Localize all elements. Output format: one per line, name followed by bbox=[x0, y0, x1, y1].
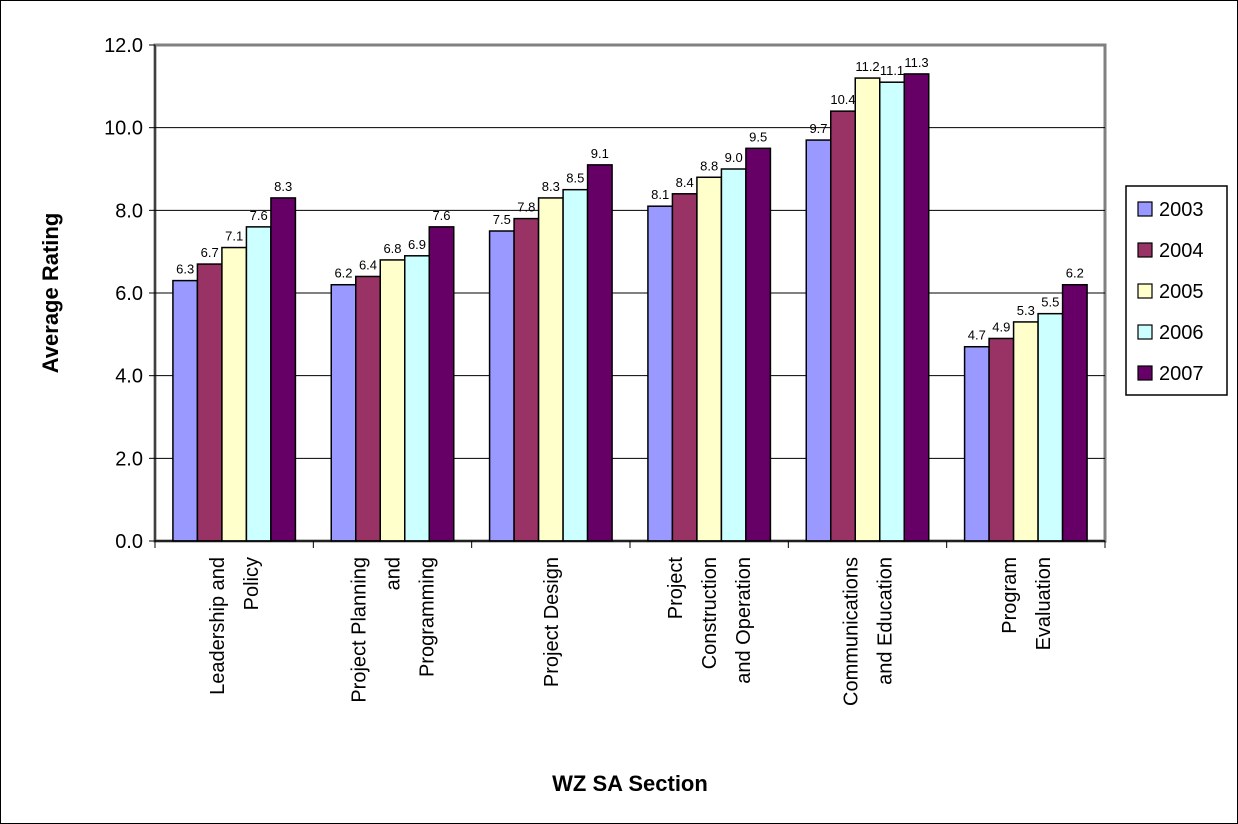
axes: 0.0 2.0 4.0 6.0 8.0 10.0 12.0 Leadership and Pol… bbox=[104, 35, 1106, 706]
bar-2005-2 bbox=[537, 197, 564, 542]
data-label: 8.8 bbox=[700, 158, 718, 173]
data-label: 6.8 bbox=[383, 241, 401, 256]
legend-label: 2004 bbox=[1159, 240, 1204, 262]
bar-2004-3 bbox=[671, 193, 698, 542]
data-label: 8.3 bbox=[542, 179, 560, 194]
data-label: 9.7 bbox=[809, 121, 827, 136]
bar-2006-3 bbox=[720, 168, 747, 542]
legend-swatch-2006 bbox=[1137, 324, 1153, 340]
data-label: 4.7 bbox=[968, 328, 986, 343]
legend-swatch-2004 bbox=[1137, 242, 1153, 258]
category-label: and Operation bbox=[733, 557, 755, 684]
y-tick-label: 12.0 bbox=[104, 35, 143, 57]
data-labels: 6.3 6.2 7.5 8.1 9.7 4.7 6.7 6.4 7.8 8.4 10.4 4.9 7.1… bbox=[176, 55, 1084, 343]
data-label: 6.2 bbox=[1066, 266, 1084, 281]
bar-2003-0 bbox=[172, 279, 199, 542]
data-label: 9.0 bbox=[725, 150, 743, 165]
bar-2006-5 bbox=[1037, 312, 1064, 542]
data-label: 7.6 bbox=[432, 208, 450, 223]
category-label: Project bbox=[665, 557, 687, 620]
category-label: Project Design bbox=[541, 557, 563, 687]
x-axis-title: WZ SA Section bbox=[552, 771, 708, 796]
category-label: Programming bbox=[417, 557, 439, 677]
legend-label: 2005 bbox=[1159, 281, 1204, 303]
legend-label: 2007 bbox=[1159, 363, 1204, 385]
y-tick-label: 10.0 bbox=[104, 118, 143, 140]
bar-2003-3 bbox=[647, 205, 674, 542]
category-label: Project Planning bbox=[349, 557, 371, 703]
bar-2005-0 bbox=[221, 246, 248, 542]
y-axis-title: Average Rating bbox=[38, 213, 63, 374]
y-tick-label: 4.0 bbox=[115, 366, 143, 388]
category-label: and bbox=[383, 557, 405, 590]
data-label: 8.4 bbox=[676, 175, 694, 190]
bar-2006-4 bbox=[879, 81, 905, 542]
category-label: Policy bbox=[241, 557, 263, 610]
category-label: and Education bbox=[875, 557, 897, 685]
data-label: 11.3 bbox=[904, 55, 928, 70]
data-label: 7.5 bbox=[493, 212, 511, 227]
data-label: 6.2 bbox=[334, 266, 352, 281]
bar-2007-0 bbox=[270, 197, 297, 542]
bar-2007-2 bbox=[586, 164, 613, 542]
data-label: 9.1 bbox=[591, 146, 609, 161]
bar-2006-1 bbox=[404, 255, 430, 542]
data-label: 6.7 bbox=[201, 245, 219, 260]
legend-swatch-2005 bbox=[1137, 283, 1153, 299]
legend-swatch-2003 bbox=[1137, 201, 1153, 217]
data-label: 7.8 bbox=[517, 200, 535, 215]
data-label: 5.3 bbox=[1017, 303, 1035, 318]
bar-2004-0 bbox=[196, 263, 223, 542]
data-label: 5.5 bbox=[1041, 295, 1059, 310]
category-label: Evaluation bbox=[1033, 557, 1055, 650]
y-tick-label: 8.0 bbox=[115, 200, 143, 222]
bar-2004-4 bbox=[830, 110, 856, 542]
bar-2003-2 bbox=[488, 230, 515, 542]
data-label: 9.5 bbox=[749, 129, 767, 144]
bar-2007-4 bbox=[903, 73, 930, 542]
bar-2004-5 bbox=[988, 337, 1015, 542]
data-label: 7.1 bbox=[225, 229, 243, 244]
bar-2005-5 bbox=[1012, 321, 1039, 542]
gridlines bbox=[155, 127, 1105, 459]
bar-2003-4 bbox=[805, 139, 832, 542]
category-label: Communications bbox=[841, 557, 863, 706]
bar-2003-5 bbox=[963, 345, 990, 542]
category-label: Leadership and bbox=[207, 557, 229, 695]
bar-2004-2 bbox=[513, 217, 540, 542]
data-label: 7.6 bbox=[250, 208, 268, 223]
legend-label: 2003 bbox=[1159, 199, 1204, 221]
y-tick-label: 2.0 bbox=[115, 448, 143, 470]
y-tick-label: 6.0 bbox=[115, 283, 143, 305]
y-tick-label: 0.0 bbox=[115, 531, 143, 553]
bar-2007-1 bbox=[428, 226, 455, 542]
data-label: 6.3 bbox=[176, 262, 194, 277]
bar-2004-1 bbox=[355, 275, 381, 542]
bar-2006-0 bbox=[245, 226, 272, 542]
data-label: 6.9 bbox=[408, 237, 426, 252]
data-label: 8.1 bbox=[651, 187, 669, 202]
bar-2005-4 bbox=[854, 77, 881, 542]
bars bbox=[172, 73, 1088, 542]
data-label: 8.3 bbox=[274, 179, 292, 194]
bar-2007-3 bbox=[745, 147, 772, 542]
bar-2005-1 bbox=[379, 259, 406, 542]
bar-2003-1 bbox=[330, 283, 357, 542]
data-label: 11.2 bbox=[855, 59, 879, 74]
bar-2006-2 bbox=[562, 188, 589, 542]
category-label: Construction bbox=[699, 557, 721, 669]
legend-swatch-2007 bbox=[1137, 365, 1153, 381]
legend: 2003 2004 2005 2006 2007 bbox=[1125, 185, 1228, 396]
data-label: 6.4 bbox=[359, 257, 377, 272]
data-label: 8.5 bbox=[566, 171, 584, 186]
bar-2005-3 bbox=[696, 176, 723, 542]
bar-2007-5 bbox=[1061, 283, 1088, 542]
category-label: Program bbox=[999, 557, 1021, 634]
data-label: 4.9 bbox=[992, 319, 1010, 334]
legend-label: 2006 bbox=[1159, 322, 1204, 344]
data-label: 11.1 bbox=[880, 63, 904, 78]
data-label: 10.4 bbox=[830, 92, 855, 107]
